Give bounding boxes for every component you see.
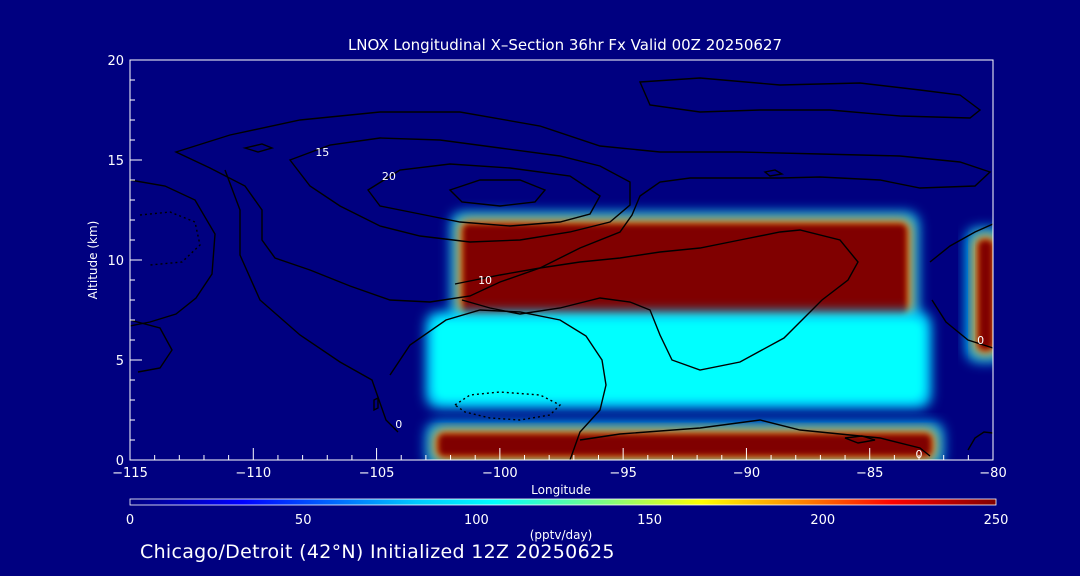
x-tick-label: −95 — [609, 466, 636, 481]
colorbar-tick-label: 150 — [637, 513, 662, 528]
y-tick-label: 0 — [116, 454, 124, 469]
contour-line — [224, 169, 399, 433]
lnox-region — [966, 228, 993, 362]
caption: Chicago/Detroit (42°N) Initialized 12Z 2… — [140, 541, 615, 563]
contour-line — [288, 137, 631, 243]
x-tick-label: −85 — [856, 466, 883, 481]
lnox-region — [450, 212, 919, 328]
colorbar-tick-label: 100 — [464, 513, 489, 528]
contour-line — [763, 169, 785, 177]
contour-line — [389, 309, 607, 460]
x-tick-label: −80 — [979, 466, 1006, 481]
x-tick-label: −105 — [359, 466, 395, 481]
plot-area: 15 20 10 0 0 0 — [130, 60, 993, 461]
x-tick-label: −100 — [482, 466, 518, 481]
lnox-field — [426, 212, 993, 460]
y-tick-label: 5 — [116, 354, 124, 369]
contour-label: 0 — [916, 448, 923, 461]
lnox-region — [426, 312, 932, 408]
contour-line — [174, 111, 992, 303]
colorbar-label: (pptv/day) — [530, 528, 593, 542]
contour-line — [931, 299, 993, 349]
y-tick-label: 15 — [107, 154, 124, 169]
contour-label: 10 — [478, 274, 492, 287]
contour-line — [454, 229, 859, 371]
y-axis-label: Altitude (km) — [86, 221, 100, 300]
y-tick-label: 10 — [107, 254, 124, 269]
contour-line — [366, 163, 601, 227]
x-axis-label: Longitude — [531, 483, 591, 497]
contour-line — [967, 431, 993, 451]
contour-line — [579, 419, 931, 457]
contour-line — [139, 211, 201, 266]
colorbar-bar — [129, 498, 997, 506]
x-tick-label: −115 — [112, 466, 148, 481]
contour-line — [844, 435, 876, 444]
contour-lines — [130, 77, 993, 460]
colorbar-ticks: 0 50 100 150 200 250 — [126, 513, 1009, 528]
y-axis: 0 5 10 15 20 — [107, 54, 142, 469]
x-axis: −115 −110 −105 −100 −95 −90 −85 −80 — [112, 448, 1007, 481]
lnox-core — [462, 224, 907, 316]
contour-label: 20 — [382, 170, 396, 183]
contour-line — [373, 396, 379, 412]
lnox-core — [978, 240, 993, 350]
contour-label: 0 — [395, 418, 402, 431]
contour-label: 15 — [315, 146, 329, 159]
contour-line — [929, 223, 993, 263]
contour-labels: 15 20 10 0 0 0 — [315, 146, 984, 461]
x-tick-label: −110 — [235, 466, 271, 481]
x-tick-label: −90 — [733, 466, 760, 481]
contour-line — [130, 319, 173, 373]
colorbar-tick-label: 250 — [984, 513, 1009, 528]
contour-line — [242, 143, 275, 153]
colorbar-tick-label: 200 — [810, 513, 835, 528]
contour-label: 0 — [977, 334, 984, 347]
colorbar-tick-label: 0 — [126, 513, 134, 528]
contour-line — [130, 179, 216, 327]
contour-line — [448, 179, 547, 207]
chart-title: LNOX Longitudinal X–Section 36hr Fx Vali… — [348, 36, 782, 54]
lnox-core — [438, 434, 932, 456]
lnox-core — [438, 324, 920, 396]
contour-line — [638, 77, 982, 119]
colorbar: 0 50 100 150 200 250 (pptv/day) — [126, 498, 1009, 542]
colorbar-tick-label: 50 — [295, 513, 312, 528]
y-tick-label: 20 — [107, 54, 124, 69]
